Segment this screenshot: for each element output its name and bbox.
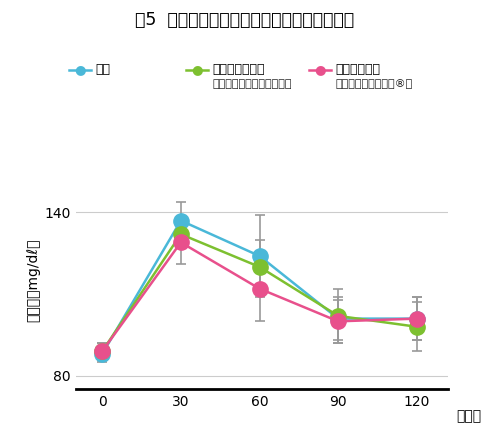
Text: 白飯＋メカブ: 白飯＋メカブ [335, 63, 380, 76]
Text: ●: ● [74, 63, 85, 76]
Text: ●: ● [192, 63, 203, 76]
Text: 白飯: 白飯 [95, 63, 110, 76]
Text: （分）: （分） [456, 409, 481, 423]
Text: ●: ● [314, 63, 325, 76]
Text: 白飯＋キャベツ: 白飯＋キャベツ [213, 63, 265, 76]
Text: （めかぶファースト®）: （めかぶファースト®） [335, 80, 413, 89]
Y-axis label: 血糖値（mg/dℓ）: 血糖値（mg/dℓ） [26, 239, 40, 322]
Text: 図5  メカブの摂取による血糖値上昇抑制効果: 図5 メカブの摂取による血糖値上昇抑制効果 [135, 11, 355, 29]
Text: （ベジタブルファースト）: （ベジタブルファースト） [213, 80, 292, 89]
